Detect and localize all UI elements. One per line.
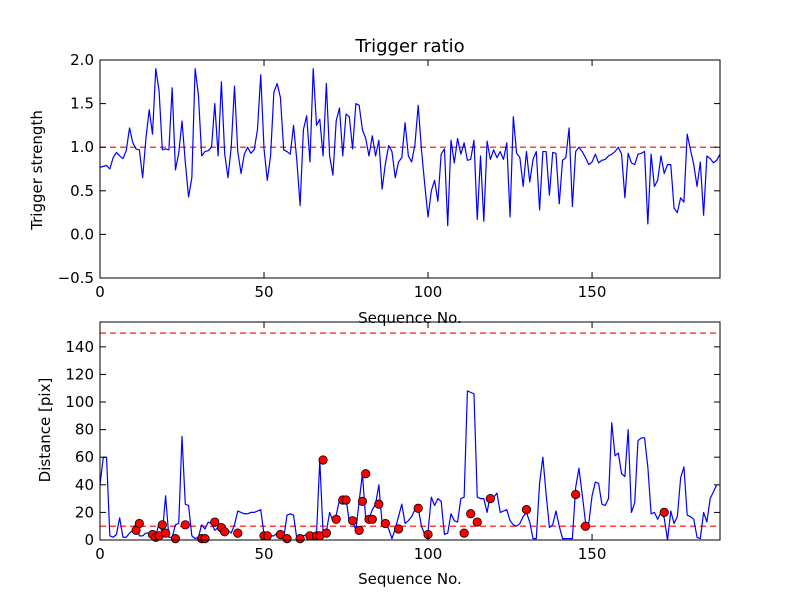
data-point-marker xyxy=(466,509,476,519)
data-point-marker xyxy=(357,496,368,506)
y-tick-label: 0 xyxy=(84,531,94,549)
data-point-marker xyxy=(331,514,341,524)
data-point-marker xyxy=(220,527,230,537)
data-point-marker xyxy=(161,528,171,538)
data-point-marker xyxy=(571,489,581,500)
x-tick-label: 0 xyxy=(95,545,105,563)
data-point-marker xyxy=(380,518,390,529)
y-tick-label: 140 xyxy=(65,338,94,356)
y-tick-label: 60 xyxy=(75,448,94,466)
trigger-marks: 0 50 100 150 −0.5 0.0 0.5 1.0 1.5 2.0 xyxy=(58,51,721,301)
plot-frame xyxy=(99,59,721,279)
data-point-marker xyxy=(347,516,358,526)
data-point-marker xyxy=(659,507,669,518)
y-tick-label: 80 xyxy=(75,421,94,439)
x-tick-label: 100 xyxy=(414,545,443,563)
data-point-marker xyxy=(374,499,384,509)
data-point-marker xyxy=(282,534,292,544)
y-axis-label: Trigger strength xyxy=(28,110,46,231)
data-point-marker xyxy=(361,469,371,479)
data-point-marker xyxy=(393,524,404,534)
x-tick-label: 0 xyxy=(95,283,105,301)
chart-title: Trigger ratio xyxy=(354,36,464,57)
distance-chart: 0 50 100 150 0 20 40 60 80 100 120 140 Sequence No.… xyxy=(36,321,721,588)
x-tick-label: 150 xyxy=(578,545,607,563)
y-axis-label: Distance [pix] xyxy=(36,378,54,483)
x-axis-label: Sequence No. xyxy=(358,570,462,588)
trigger-ratio-chart: Trigger ratio 0 50 100 150 −0.5 0.0 0.5 1.0 1.5 2… xyxy=(28,36,721,327)
data-point-marker xyxy=(157,520,167,530)
y-tick-label: 0.5 xyxy=(70,182,94,200)
plot-frame xyxy=(99,321,721,541)
y-tick-label: 0.0 xyxy=(70,225,94,243)
data-point-marker xyxy=(180,520,190,530)
data-point-marker xyxy=(275,529,286,540)
data-point-marker xyxy=(134,518,144,529)
y-tick-label: 40 xyxy=(75,476,94,494)
data-point-marker xyxy=(318,455,328,465)
data-point-marker xyxy=(459,528,469,538)
y-tick-label: −0.5 xyxy=(58,269,94,287)
data-point-marker xyxy=(580,521,591,531)
data-point-marker xyxy=(210,517,220,527)
data-point-marker xyxy=(170,534,181,544)
series-line xyxy=(99,68,721,227)
distance-marks: 0 50 100 150 0 20 40 60 80 100 120 140 xyxy=(65,321,721,563)
data-point-marker xyxy=(485,494,495,504)
x-axis-label: Sequence No. xyxy=(358,309,462,327)
data-point-marker xyxy=(200,534,210,544)
x-tick-label: 50 xyxy=(254,545,273,563)
x-tick-label: 50 xyxy=(254,283,273,301)
data-point-marker xyxy=(341,495,351,505)
x-tick-label: 150 xyxy=(578,283,607,301)
y-tick-label: 100 xyxy=(65,393,94,411)
data-point-marker xyxy=(354,525,364,535)
y-tick-label: 120 xyxy=(65,365,94,383)
y-tick-label: 2.0 xyxy=(70,51,94,69)
y-tick-label: 20 xyxy=(75,503,94,521)
x-tick-label: 100 xyxy=(414,283,443,301)
y-tick-label: 1.5 xyxy=(70,95,94,113)
data-point-marker xyxy=(321,528,331,538)
data-point-marker xyxy=(295,534,305,544)
series-line xyxy=(99,390,718,541)
y-tick-label: 1.0 xyxy=(70,138,94,156)
data-point-marker xyxy=(472,517,482,527)
data-point-marker xyxy=(521,505,532,515)
data-point-marker xyxy=(233,528,243,538)
data-point-marker xyxy=(367,514,377,524)
data-point-marker xyxy=(413,503,423,513)
